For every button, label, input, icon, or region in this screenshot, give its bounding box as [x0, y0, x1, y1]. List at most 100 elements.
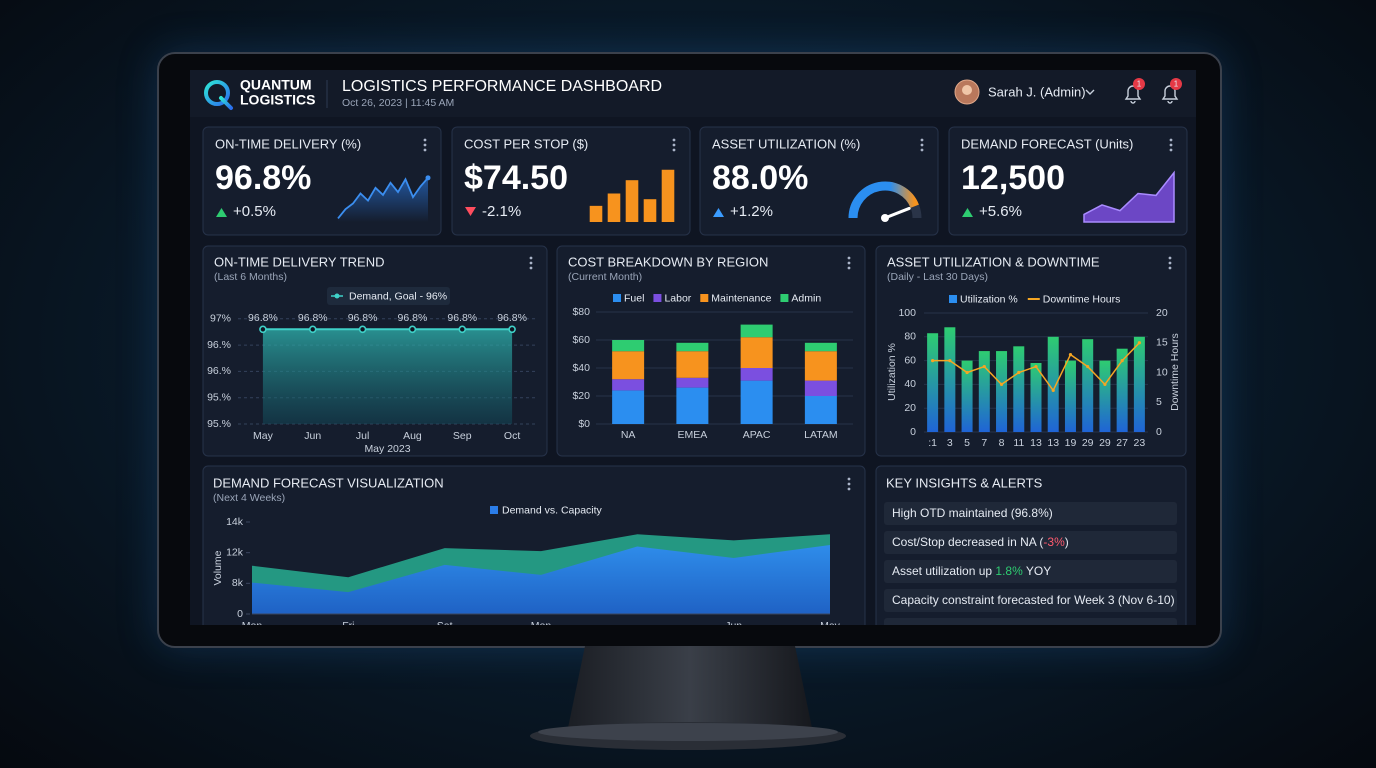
x-tick-label: 3: [947, 437, 953, 449]
bar: [1133, 336, 1145, 432]
menu-dot: [1169, 143, 1173, 147]
menu-dot: [1168, 261, 1172, 265]
y-tick-label: 14k: [226, 516, 244, 528]
bar-segment: [612, 340, 645, 352]
y-tick-label: 97%: [210, 313, 231, 325]
insight-part: 1.8%: [995, 564, 1023, 578]
x-tick-label: 11: [1013, 437, 1024, 449]
bar: [1047, 336, 1059, 432]
y-tick-label: 0: [910, 426, 916, 438]
timestamp: Oct 26, 2023 | 11:45 AM: [342, 97, 454, 109]
insight-part: Cost/Stop decreased in NA (: [892, 535, 1043, 549]
legend-label: Fuel: [624, 292, 644, 304]
gauge-arc: [848, 181, 919, 219]
y-tick-label: 95.%: [207, 391, 231, 403]
x-tick-label: Mon: [531, 620, 552, 625]
menu-dot: [672, 143, 676, 147]
chart-subtitle: (Current Month): [568, 271, 642, 283]
x-tick-label: 7: [981, 437, 987, 449]
legend-label: Admin: [791, 292, 821, 304]
x-tick-label: 13: [1047, 437, 1059, 449]
brand-name: LOGISTICS: [240, 92, 315, 108]
spark-bar: [607, 193, 621, 222]
bar: [978, 351, 990, 432]
header-bar: [190, 70, 1196, 117]
trend-point: [358, 325, 367, 334]
bar-segment: [804, 351, 837, 381]
x-tick-label: 27: [1116, 437, 1128, 449]
y2-tick-label: 5: [1156, 396, 1162, 408]
insight-part: Asset utilization up: [892, 564, 995, 578]
trend-arrow: [962, 208, 973, 217]
x-tick-label: :1: [928, 437, 937, 449]
legend-box: [327, 287, 450, 305]
downtime-point: [1034, 364, 1038, 369]
legend-label: Demand vs. Capacity: [502, 504, 603, 516]
downtime-point: [1051, 388, 1055, 392]
menu-dot: [423, 143, 427, 147]
badge: [1170, 78, 1182, 90]
x-tick-label: 8: [999, 437, 1005, 449]
panel: [699, 126, 939, 236]
kpi-change: +1.2%: [730, 203, 773, 220]
bar-segment: [740, 380, 773, 424]
x-tick-label: Sep: [453, 430, 472, 442]
sparkline-end: [425, 175, 431, 181]
downtime-point: [999, 382, 1004, 386]
trend-point: [458, 325, 467, 334]
stand-base-top: [538, 723, 838, 741]
bar: [1116, 348, 1128, 432]
kpi-label: COST PER STOP ($): [464, 136, 588, 151]
y-tick-label: $0: [578, 418, 590, 430]
downtime-point: [982, 364, 986, 369]
insight-text: Cost/Stop decreased in NA (-3%): [892, 535, 1069, 549]
kpi-value: 96.8%: [215, 159, 311, 197]
menu-dot: [1169, 138, 1173, 142]
trend-area: [262, 329, 513, 424]
x-tick-label: Jun: [725, 620, 742, 625]
legend-label: Demand, Goal - 96%: [349, 290, 447, 302]
y2-tick-label: 20: [1156, 307, 1168, 319]
insight-part: High OTD maintained (96.8%): [892, 506, 1053, 520]
data-label: 96.8%: [447, 312, 477, 324]
menu-dot: [920, 138, 924, 142]
chart-title: DEMAND FORECAST VISUALIZATION: [213, 475, 444, 490]
y2-tick-label: 10: [1156, 366, 1168, 378]
menu-dot: [847, 482, 851, 486]
gauge-track: [910, 204, 922, 219]
bar-segment: [612, 379, 645, 391]
insight-part: ): [1065, 535, 1069, 549]
chart-subtitle: (Last 6 Months): [214, 271, 287, 283]
badge-count: 1: [1137, 80, 1142, 89]
menu-dot: [1169, 148, 1173, 152]
menu-dot: [847, 266, 851, 270]
menu-dot: [529, 266, 533, 270]
trend-point: [408, 325, 417, 334]
data-label: 96.8%: [348, 312, 378, 324]
bar-segment: [676, 377, 709, 388]
data-label: 96.8%: [398, 312, 428, 324]
sparkline-area: [338, 177, 428, 222]
badge-count: 1: [1174, 80, 1179, 89]
kpi-label: DEMAND FORECAST (Units): [961, 136, 1133, 151]
trend-point: [508, 325, 516, 334]
insight-text: High OTD maintained (96.8%): [892, 506, 1053, 520]
bar: [1064, 360, 1076, 432]
x-axis-label: May 2023: [364, 443, 410, 455]
chart-title: ON-TIME DELIVERY TREND: [214, 254, 384, 269]
legend-label: Downtime Hours: [1043, 293, 1121, 305]
downtime-point: [1068, 353, 1073, 357]
chart-title: COST BREAKDOWN BY REGION: [568, 254, 768, 269]
chart-title: ASSET UTILIZATION & DOWNTIME: [887, 254, 1100, 269]
legend-label: Maintenance: [711, 292, 771, 304]
data-label: 96.8%: [497, 312, 527, 324]
y-tick-label: 96.%: [207, 339, 231, 351]
x-tick-label: LATAM: [804, 429, 837, 441]
bar-segment: [676, 387, 709, 424]
y-tick-label: $40: [572, 362, 590, 374]
kpi-change: +0.5%: [233, 203, 276, 220]
bar-segment: [676, 342, 709, 352]
y-axis-label: Utilization %: [886, 343, 898, 401]
